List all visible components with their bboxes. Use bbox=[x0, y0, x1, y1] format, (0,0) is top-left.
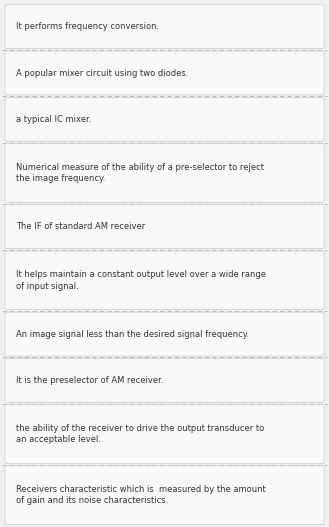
FancyBboxPatch shape bbox=[5, 144, 324, 202]
Text: Numerical measure of the ability of a pre-selector to reject
the image frequency: Numerical measure of the ability of a pr… bbox=[16, 163, 264, 183]
Text: It performs frequency conversion.: It performs frequency conversion. bbox=[16, 22, 159, 31]
FancyBboxPatch shape bbox=[5, 97, 324, 141]
FancyBboxPatch shape bbox=[5, 51, 324, 95]
FancyBboxPatch shape bbox=[5, 5, 324, 48]
Text: An image signal less than the desired signal frequency.: An image signal less than the desired si… bbox=[16, 329, 249, 338]
FancyBboxPatch shape bbox=[5, 251, 324, 310]
FancyBboxPatch shape bbox=[5, 405, 324, 463]
Text: a typical IC mixer.: a typical IC mixer. bbox=[16, 115, 91, 124]
Text: It helps maintain a constant output level over a wide range
of input signal.: It helps maintain a constant output leve… bbox=[16, 270, 266, 290]
FancyBboxPatch shape bbox=[5, 205, 324, 249]
Text: It is the preselector of AM receiver.: It is the preselector of AM receiver. bbox=[16, 376, 163, 385]
FancyBboxPatch shape bbox=[5, 312, 324, 356]
Text: The IF of standard AM receiver: The IF of standard AM receiver bbox=[16, 222, 145, 231]
Text: the ability of the receiver to drive the output transducer to
an acceptable leve: the ability of the receiver to drive the… bbox=[16, 424, 264, 444]
FancyBboxPatch shape bbox=[5, 466, 324, 524]
Text: Receivers characteristic which is  measured by the amount
of gain and its noise : Receivers characteristic which is measur… bbox=[16, 485, 266, 505]
Text: A popular mixer circuit using two diodes.: A popular mixer circuit using two diodes… bbox=[16, 69, 188, 77]
FancyBboxPatch shape bbox=[5, 358, 324, 402]
